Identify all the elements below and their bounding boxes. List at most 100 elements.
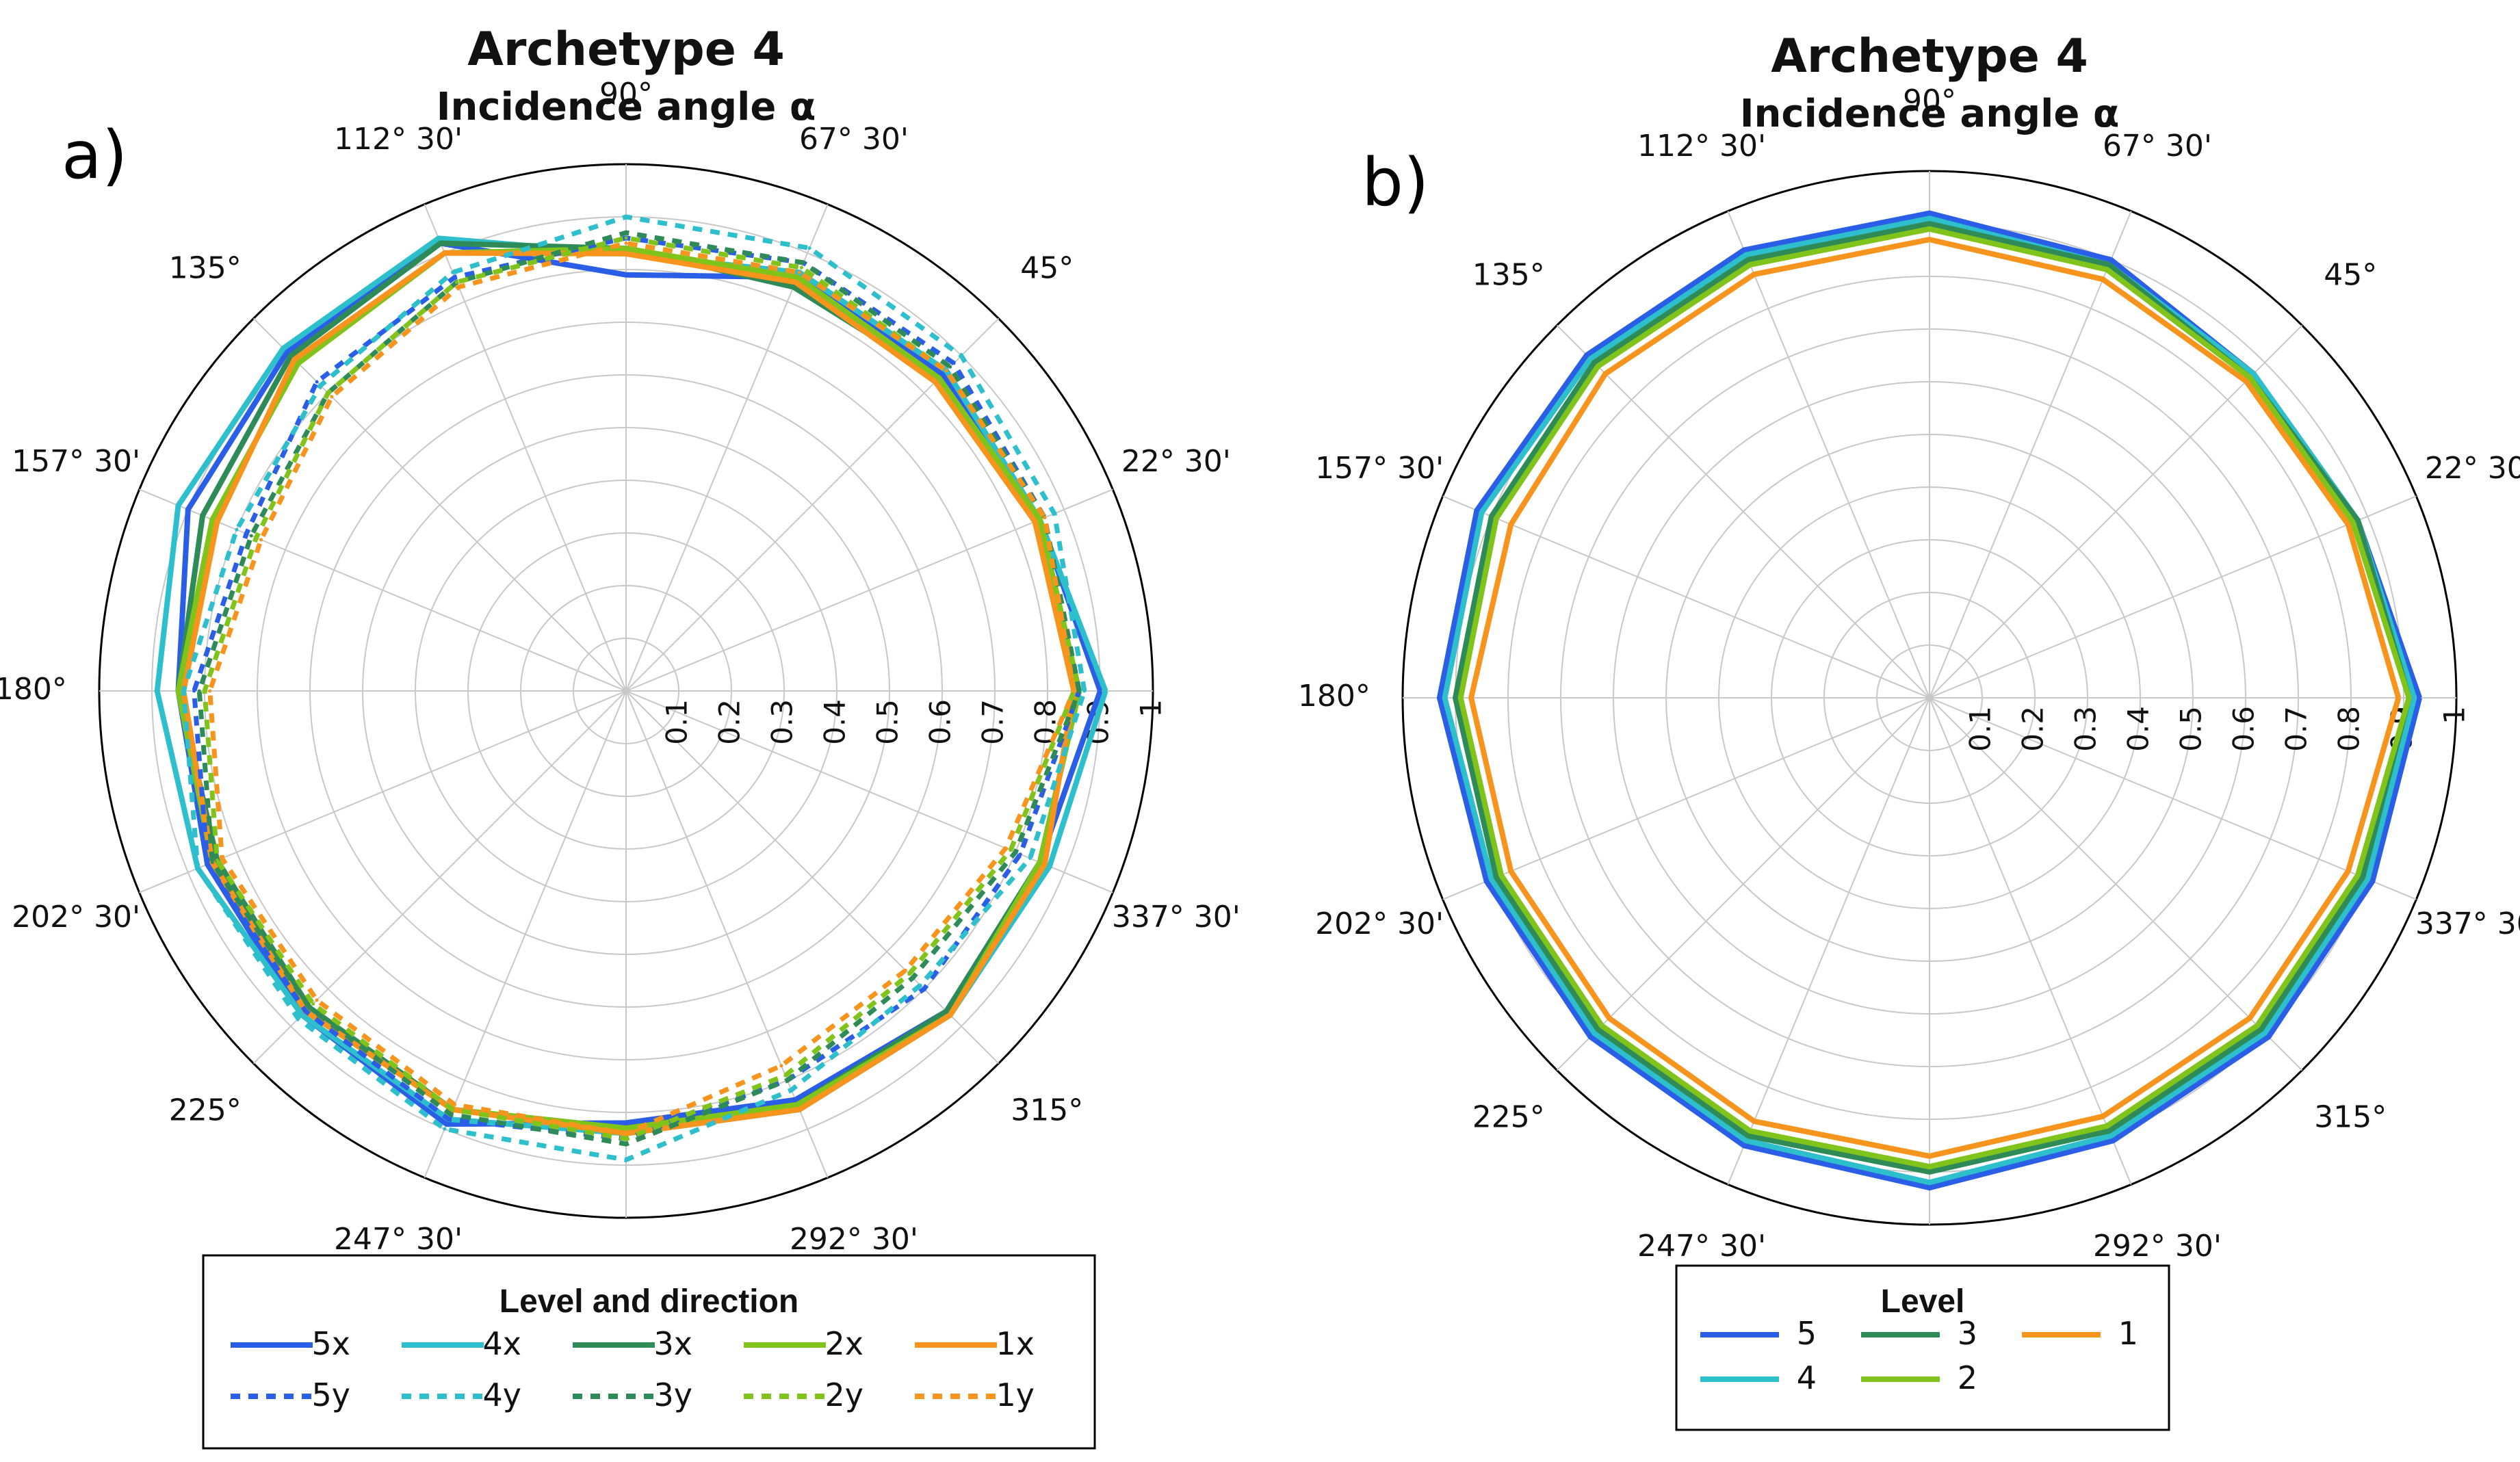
data-point: [319, 384, 322, 387]
series-line-3y: [196, 230, 1082, 1147]
data-point: [1098, 689, 1102, 693]
data-point: [296, 1017, 300, 1021]
data-point: [624, 1132, 628, 1136]
data-point: [1009, 848, 1013, 852]
grid-spoke: [625, 488, 1113, 692]
data-point: [1077, 689, 1081, 693]
data-point: [203, 689, 207, 693]
data-point: [944, 369, 948, 373]
data-point: [456, 285, 460, 289]
panel-b: Archetype 4 Incidence angle α b) 0.1 0.2 0.3 0…: [1298, 29, 2520, 1431]
data-point: [315, 998, 319, 1002]
data-point: [2255, 1023, 2259, 1028]
legend-label: 2x: [825, 1325, 864, 1362]
data-point: [2107, 263, 2111, 267]
data-point: [285, 350, 289, 354]
data-point: [215, 520, 219, 523]
legend-label: 1x: [996, 1325, 1035, 1362]
angle-tick-label: 22° 30': [1121, 444, 1231, 479]
data-point: [330, 395, 334, 399]
radial-tick-label: 0.8: [2333, 706, 2366, 752]
angle-tick-label: 337° 30': [1112, 900, 1240, 935]
angle-tick-label: 135°: [1472, 258, 1545, 293]
radial-tick-label: 0.6: [924, 699, 957, 745]
data-point: [186, 508, 190, 512]
radial-tick-label: 0.5: [2174, 706, 2208, 752]
legend-label: 5x: [312, 1325, 351, 1362]
radial-tick-label: 1: [2438, 706, 2471, 725]
data-point: [292, 357, 296, 361]
data-point: [2101, 277, 2105, 281]
data-point: [624, 1126, 628, 1130]
data-point: [1490, 877, 1494, 881]
data-point: [2109, 1134, 2113, 1138]
radial-tick-label: 0.2: [2016, 706, 2050, 752]
data-point: [1480, 510, 1483, 514]
data-point: [210, 861, 214, 864]
grid-spoke: [1556, 697, 1930, 1071]
angle-tick-label: 225°: [1472, 1099, 1545, 1134]
data-point: [1004, 846, 1008, 850]
panel-letter: b): [1362, 144, 1429, 221]
grid-spoke: [252, 317, 627, 692]
data-point: [1744, 253, 1748, 257]
data-point: [1589, 357, 1592, 361]
data-point: [177, 689, 180, 693]
data-point: [2356, 519, 2360, 523]
data-point: [300, 1013, 304, 1017]
data-point: [624, 1137, 628, 1140]
data-point: [785, 1078, 790, 1082]
legend-label: 3: [1958, 1315, 1977, 1352]
data-point: [944, 1009, 948, 1013]
grid-spoke: [1929, 495, 2417, 699]
data-point: [311, 1002, 315, 1006]
data-point: [205, 862, 209, 866]
data-point: [624, 236, 628, 240]
data-point: [1927, 211, 1932, 216]
data-point: [1589, 1035, 1592, 1039]
data-point: [1509, 869, 1513, 873]
grid-spoke: [139, 488, 627, 692]
radial-tick-label: 0.4: [2122, 706, 2155, 752]
data-point: [1453, 696, 1457, 700]
data-point: [2356, 873, 2360, 877]
data-point: [624, 273, 628, 277]
data-point: [304, 1009, 308, 1013]
data-point: [2267, 1035, 2270, 1039]
data-point: [208, 689, 212, 693]
data-point: [1746, 1134, 1750, 1138]
angle-tick-label: 45°: [2324, 258, 2377, 293]
angle-tick-label: 45°: [1020, 251, 1074, 286]
data-point: [1752, 272, 1756, 276]
data-point: [1752, 1119, 1756, 1123]
data-point: [1052, 512, 1056, 516]
data-point: [1927, 216, 1932, 220]
data-point: [1603, 371, 1607, 376]
angle-tick-label: 90°: [599, 77, 653, 112]
series-line-5y: [192, 235, 1082, 1141]
data-point: [1038, 518, 1042, 521]
radial-tick-label: 0.2: [713, 699, 746, 745]
data-point: [1485, 879, 1489, 883]
radial-tick-label: 0.5: [871, 699, 905, 745]
data-point: [1048, 864, 1052, 868]
data-point: [2111, 1138, 2115, 1143]
data-point: [1592, 1031, 1596, 1035]
grid-spoke: [1929, 697, 2303, 1071]
legend-label: 5y: [312, 1376, 351, 1413]
data-point: [2248, 376, 2252, 380]
data-point: [2109, 258, 2113, 262]
data-point: [1742, 1144, 1746, 1147]
data-point: [1082, 689, 1087, 693]
data-point: [2361, 875, 2365, 879]
data-point: [1475, 508, 1479, 512]
data-point: [2263, 1031, 2267, 1035]
grid-spoke: [1556, 324, 1930, 699]
angle-tick-label: 135°: [169, 251, 242, 286]
angle-tick-label: 112° 30': [1637, 129, 1766, 164]
data-point: [1499, 873, 1503, 877]
legend-label: 3x: [654, 1325, 693, 1362]
data-point: [2105, 267, 2109, 272]
data-point: [2370, 879, 2374, 883]
data-point: [624, 242, 628, 245]
